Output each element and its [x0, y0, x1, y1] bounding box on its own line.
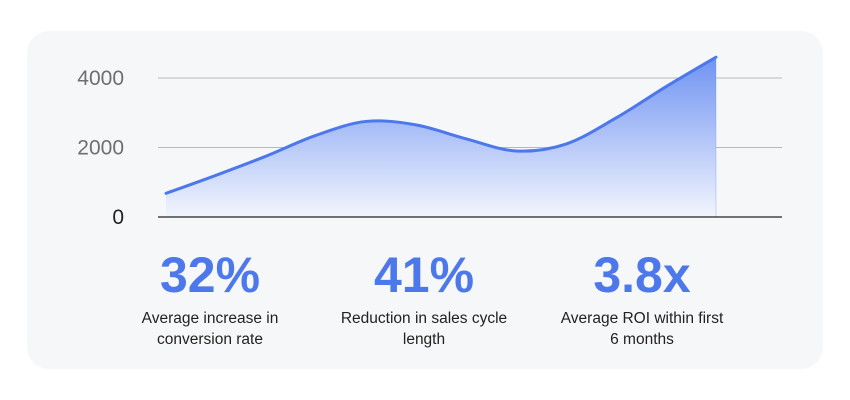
stat-label: Average ROI within first 6 months — [560, 310, 724, 348]
stat-conversion: 32% Average increase in conversion rate — [100, 248, 320, 350]
stat-value: 32% — [159, 247, 261, 303]
stat-label: Reduction in sales cycle length — [340, 310, 508, 348]
area-series — [164, 55, 718, 218]
stat-sales-cycle: 41% Reduction in sales cycle length — [314, 248, 534, 350]
series-line — [164, 55, 718, 195]
area-fill — [166, 57, 716, 218]
y-tick-label: 4000 — [77, 67, 124, 90]
y-tick-label: 0 — [112, 206, 124, 229]
stat-value: 3.8x — [593, 247, 691, 303]
y-tick-labels: 0 2000 4000 — [77, 67, 124, 229]
stat-label: Average increase in conversion rate — [141, 310, 279, 348]
y-tick-label: 2000 — [77, 137, 124, 160]
stat-value: 41% — [373, 247, 475, 303]
stat-roi: 3.8x Average ROI within first 6 months — [532, 248, 752, 350]
